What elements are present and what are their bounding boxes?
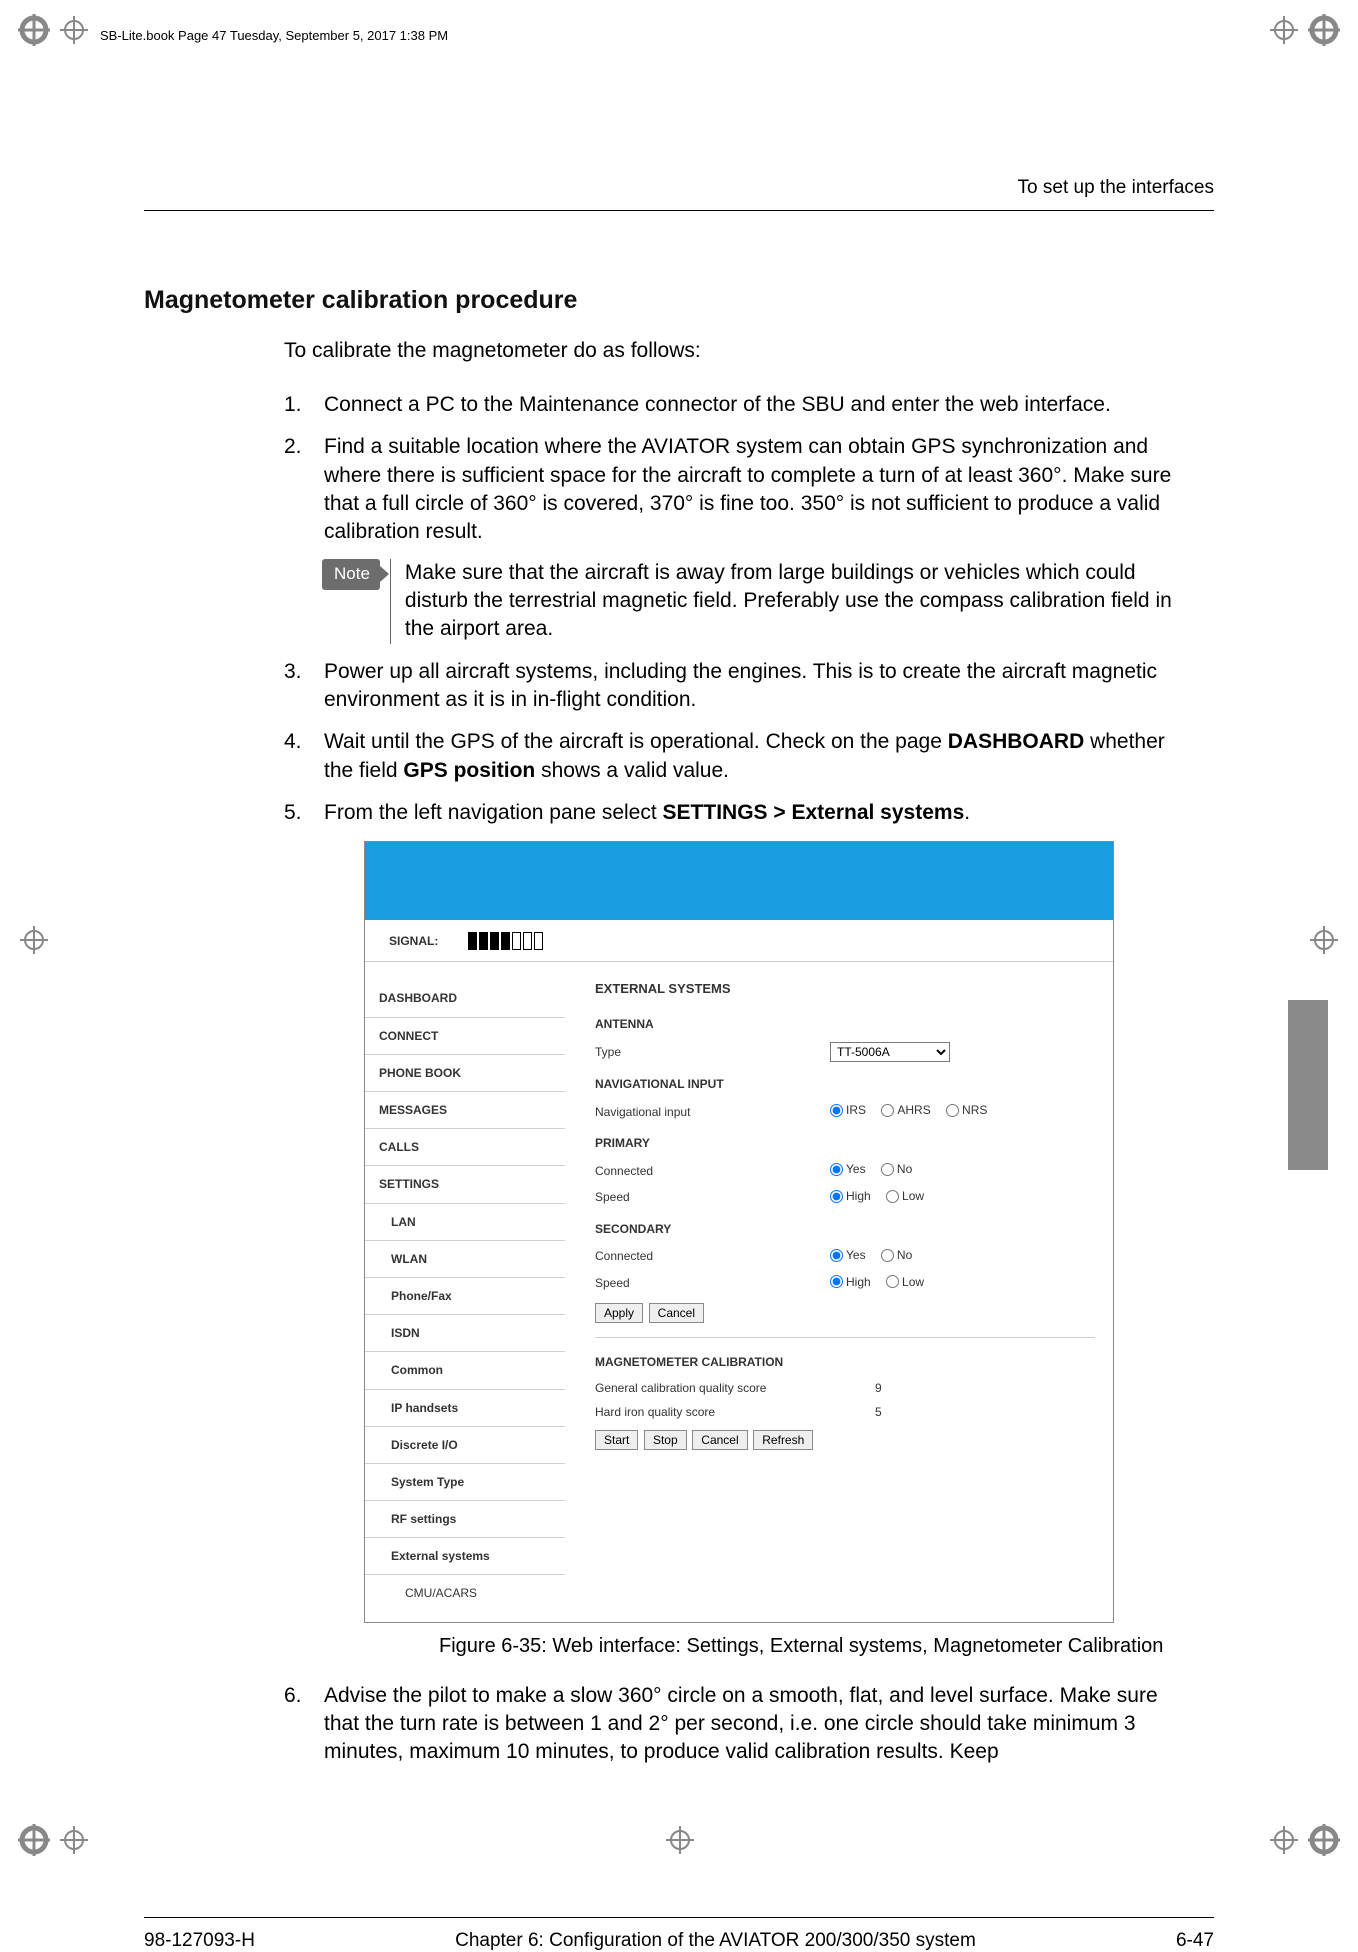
heading-ext: EXTERNAL SYSTEMS [595,980,1095,998]
sidebar-item-connect[interactable]: CONNECT [365,1018,565,1055]
heading-nav: NAVIGATIONAL INPUT [595,1076,1095,1092]
running-head: To set up the interfaces [1018,177,1214,199]
step-5-text-a: From the left navigation pane select [324,801,663,824]
step-3-text: Power up all aircraft systems, including… [324,660,1157,711]
sidebar-item-phonebook[interactable]: PHONE BOOK [365,1055,565,1092]
step-4-gps: GPS position [403,759,535,782]
refresh-button[interactable]: Refresh [753,1430,813,1450]
footer: 98-127093-H Chapter 6: Configuration of … [144,1917,1214,1952]
cancel-button[interactable]: Cancel [649,1303,704,1323]
section-title: Magnetometer calibration procedure [144,286,1214,315]
sidebar-item-dashboard[interactable]: DASHBOARD [365,980,565,1017]
radio-primary-low[interactable]: Low [886,1188,924,1204]
thumb-tab [1288,1000,1328,1170]
sidebar-item-messages[interactable]: MESSAGES [365,1092,565,1129]
crop-mark-mr [1304,920,1344,960]
crop-mark-tr [1264,10,1344,50]
sidebar-item-cmu[interactable]: CMU/ACARS [365,1575,565,1611]
label-secondary-connected: Connected [595,1248,830,1264]
shot-banner [365,842,1113,920]
step-4-dashboard: DASHBOARD [948,730,1085,753]
step-6: 6.Advise the pilot to make a slow 360° c… [284,1682,1174,1767]
sidebar-item-wlan[interactable]: WLAN [365,1241,565,1278]
stop-button[interactable]: Stop [644,1430,687,1450]
heading-secondary: SECONDARY [595,1221,1095,1237]
step-3: 3.Power up all aircraft systems, includi… [284,658,1174,715]
radio-ahrs[interactable]: AHRS [881,1102,930,1118]
crop-mark-bc [660,1820,700,1860]
radio-primary-yes[interactable]: Yes [830,1161,866,1177]
label-secondary-speed: Speed [595,1275,830,1291]
radio-secondary-no[interactable]: No [881,1247,912,1263]
radio-primary-no[interactable]: No [881,1161,912,1177]
radio-primary-high[interactable]: High [830,1188,871,1204]
label-primary-connected: Connected [595,1163,830,1179]
value-gen-score: 9 [875,1380,1095,1396]
note-tag: Note [322,559,380,590]
sidebar-item-common[interactable]: Common [365,1352,565,1389]
step-5: 5. From the left navigation pane select … [284,799,1174,1660]
screenshot: SIGNAL: DASHBOARD CONNECT PHONE BOOK MES… [364,841,1114,1622]
label-hard-score: Hard iron quality score [595,1404,875,1420]
radio-nrs[interactable]: NRS [946,1102,987,1118]
value-hard-score: 5 [875,1404,1095,1420]
radio-irs[interactable]: IRS [830,1102,866,1118]
start-button[interactable]: Start [595,1430,638,1450]
step-5-text-c: . [964,801,970,824]
crop-mark-ml [14,920,54,960]
main-panel: EXTERNAL SYSTEMS ANTENNA Type TT-5006A N… [565,962,1113,1621]
sidebar-item-discrete[interactable]: Discrete I/O [365,1427,565,1464]
label-primary-speed: Speed [595,1189,830,1205]
radio-secondary-high[interactable]: High [830,1274,871,1290]
step-2: 2. Find a suitable location where the AV… [284,433,1174,643]
sidebar-item-iphandsets[interactable]: IP handsets [365,1390,565,1427]
sidebar-item-lan[interactable]: LAN [365,1204,565,1241]
heading-antenna: ANTENNA [595,1016,1095,1032]
sidebar-item-calls[interactable]: CALLS [365,1129,565,1166]
radio-secondary-low[interactable]: Low [886,1274,924,1290]
footer-center: Chapter 6: Configuration of the AVIATOR … [455,1930,976,1952]
step-4-text-e: shows a valid value. [535,759,729,782]
step-4: 4. Wait until the GPS of the aircraft is… [284,728,1174,785]
signal-label: SIGNAL: [389,933,438,949]
sidebar-item-settings[interactable]: SETTINGS [365,1166,565,1203]
page-meta: SB-Lite.book Page 47 Tuesday, September … [100,28,448,43]
label-gen-score: General calibration quality score [595,1380,875,1396]
lead-text: To calibrate the magnetometer do as foll… [284,339,1174,363]
crop-mark-br [1264,1820,1344,1860]
sidebar-item-systemtype[interactable]: System Type [365,1464,565,1501]
footer-left: 98-127093-H [144,1930,255,1952]
step-1-text: Connect a PC to the Maintenance connecto… [324,393,1111,416]
sidebar-item-isdn[interactable]: ISDN [365,1315,565,1352]
step-5-path: SETTINGS > External systems [663,801,965,824]
signal-bars-icon [468,932,543,950]
sidebar-item-external[interactable]: External systems [365,1538,565,1575]
label-type: Type [595,1044,830,1060]
sidebar-item-rf[interactable]: RF settings [365,1501,565,1538]
footer-right: 6-47 [1176,1930,1214,1952]
apply-button[interactable]: Apply [595,1303,643,1323]
select-type[interactable]: TT-5006A [830,1042,950,1062]
heading-primary: PRIMARY [595,1135,1095,1151]
crop-mark-bl [14,1820,94,1860]
note-text: Make sure that the aircraft is away from… [390,559,1174,644]
sidebar-item-phonefax[interactable]: Phone/Fax [365,1278,565,1315]
step-4-text-a: Wait until the GPS of the aircraft is op… [324,730,948,753]
radio-secondary-yes[interactable]: Yes [830,1247,866,1263]
figure-caption: Figure 6-35: Web interface: Settings, Ex… [439,1633,1174,1660]
signal-row: SIGNAL: [365,920,1113,962]
step-6-text: Advise the pilot to make a slow 360° cir… [324,1684,1158,1764]
heading-mag: MAGNETOMETER CALIBRATION [595,1354,1095,1370]
step-2-text: Find a suitable location where the AVIAT… [324,435,1171,543]
crop-mark-tl [14,10,94,50]
cancel2-button[interactable]: Cancel [692,1430,747,1450]
header-rule: To set up the interfaces [144,210,1214,211]
sidebar: DASHBOARD CONNECT PHONE BOOK MESSAGES CA… [365,962,565,1621]
label-navinput: Navigational input [595,1104,830,1120]
step-1: 1.Connect a PC to the Maintenance connec… [284,391,1174,419]
